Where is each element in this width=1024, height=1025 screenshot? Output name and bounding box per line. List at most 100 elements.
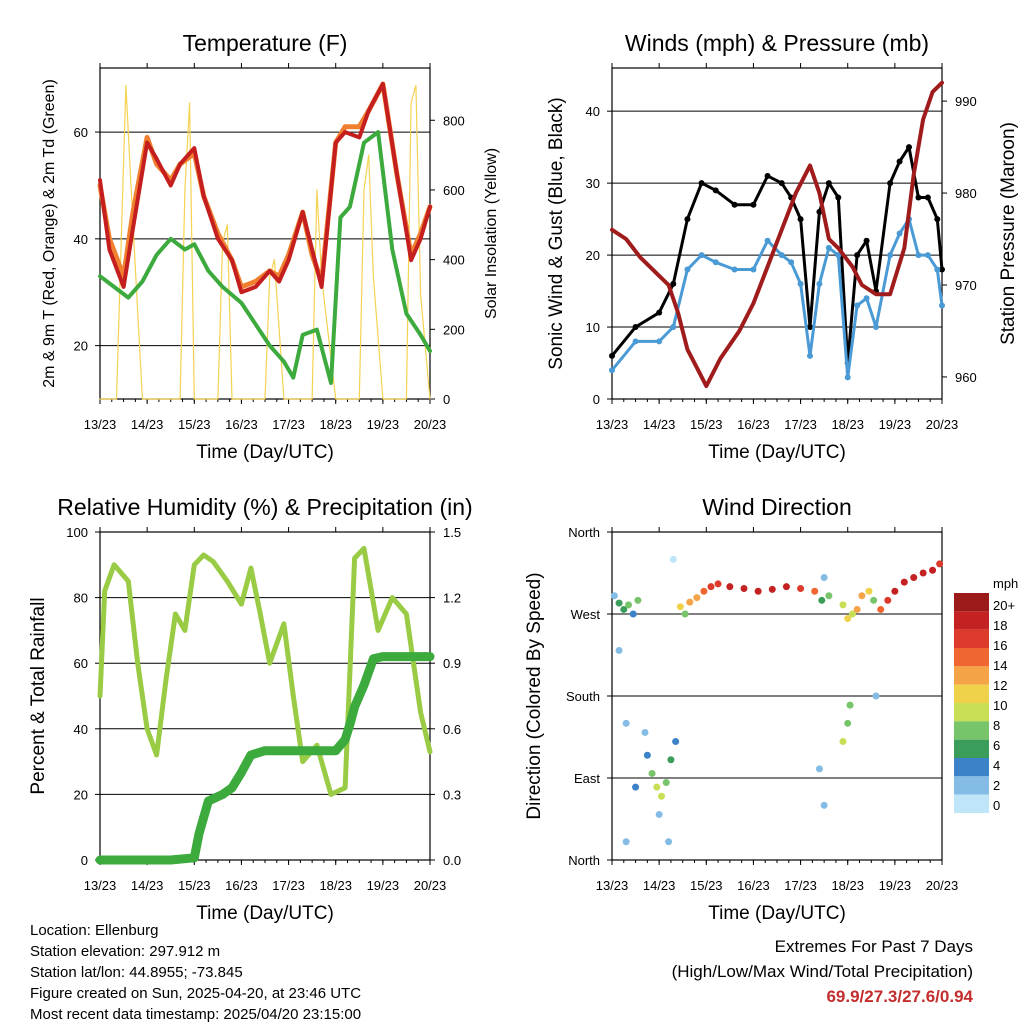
x-tick-label: 17/23	[272, 417, 305, 432]
y-axis-label: 2m & 9m T (Red, Orange) & 2m Td (Green)	[41, 79, 58, 388]
colorbar-title: mph	[993, 576, 1018, 591]
wind-direction-point	[620, 605, 628, 613]
colorbar-swatch	[954, 593, 989, 612]
extremes-title: Extremes For Past 7 Days	[774, 937, 973, 956]
wind-direction-point	[634, 596, 642, 604]
y2-tick-label: 200	[443, 322, 465, 337]
y-tick-label: North	[568, 853, 600, 868]
colorbar-swatch	[954, 721, 989, 740]
wind-direction-point	[681, 610, 689, 618]
colorbar-label: 8	[993, 718, 1000, 733]
y2-axis-label: Solar Insolation (Yellow)	[483, 148, 500, 319]
x-tick-label: 19/23	[879, 878, 912, 893]
x-axis-label: Time (Day/UTC)	[196, 903, 334, 924]
colorbar-label: 14	[993, 658, 1007, 673]
wind-direction-point	[615, 646, 623, 654]
wind-direction-point	[648, 769, 656, 777]
y2-tick-label: 400	[443, 253, 465, 268]
colorbar-swatch	[954, 684, 989, 703]
x-tick-label: 19/23	[879, 417, 912, 432]
x-tick-label: 20/23	[926, 878, 959, 893]
y-tick-label: 60	[74, 656, 88, 671]
colorbar-label: 0	[993, 798, 1000, 813]
x-tick-label: 14/23	[643, 878, 676, 893]
x-axis-label: Time (Day/UTC)	[708, 442, 846, 463]
station-location: Location: Ellenburg	[30, 922, 159, 939]
x-tick-label: 16/23	[737, 878, 770, 893]
y-axis-label: Direction (Colored By Speed)	[524, 572, 545, 819]
wind-direction-point	[848, 610, 856, 618]
gust-trace	[610, 145, 944, 365]
y-tick-label: 40	[74, 722, 88, 737]
y-tick-label: West	[571, 607, 601, 622]
wind-direction-point	[865, 587, 873, 595]
wind-direction-point	[669, 555, 677, 563]
y2-tick-label: 1.2	[443, 591, 461, 606]
x-tick-label: 19/23	[367, 878, 400, 893]
plot-frame	[99, 67, 431, 400]
x-tick-label: 13/23	[596, 417, 629, 432]
rh-line	[97, 545, 433, 797]
wind-direction-point	[641, 728, 649, 736]
y-tick-label: 20	[586, 248, 600, 263]
station-elevation: Station elevation: 297.912 m	[30, 943, 221, 960]
y-tick-label: 0	[593, 392, 600, 407]
wind-direction-point	[910, 574, 918, 582]
plot-frame	[99, 531, 431, 861]
colorbar-swatch	[954, 611, 989, 630]
x-tick-label: 15/23	[178, 417, 211, 432]
colorbar-swatch	[954, 629, 989, 648]
y-tick-label: 100	[66, 525, 88, 540]
extremes-values: 69.9/27.3/27.6/0.94	[826, 987, 973, 1006]
wind-direction-point	[615, 599, 623, 607]
wind-direction-point	[662, 779, 670, 787]
colorbar-label: 20+	[993, 598, 1015, 613]
wind-direction-point	[919, 569, 927, 577]
x-tick-label: 18/23	[319, 417, 352, 432]
y-tick-label: North	[568, 525, 600, 540]
wind-direction-point	[653, 783, 661, 791]
wind-direction-point	[782, 583, 790, 591]
x-tick-label: 20/23	[414, 417, 447, 432]
colorbar-label: 2	[993, 778, 1000, 793]
precip-line	[95, 652, 435, 865]
y-tick-label: 40	[74, 232, 88, 247]
colorbar-swatch	[954, 739, 989, 758]
y2-tick-label: 1.5	[443, 525, 461, 540]
x-tick-label: 16/23	[737, 417, 770, 432]
y2-axis-label: Station Pressure (Maroon)	[998, 122, 1019, 345]
colorbar-label: 16	[993, 638, 1007, 653]
wind-direction-point	[632, 783, 640, 791]
wind-direction-point	[797, 584, 805, 592]
extremes-subtitle: (High/Low/Max Wind/Total Precipitation)	[671, 962, 973, 981]
wind-direction-point	[815, 765, 823, 773]
x-tick-label: 14/23	[131, 878, 164, 893]
colorbar-swatch	[954, 703, 989, 722]
wind-direction-point	[929, 566, 937, 574]
chart-title: Relative Humidity (%) & Precipitation (i…	[57, 494, 472, 520]
x-tick-label: 17/23	[784, 417, 817, 432]
wind-direction-point	[667, 756, 675, 764]
x-tick-label: 15/23	[178, 878, 211, 893]
wind-direction-point	[891, 587, 899, 595]
plot-frame	[611, 67, 943, 400]
chart-title: Wind Direction	[702, 494, 852, 520]
wind-direction-point	[700, 587, 708, 595]
y2-tick-label: 980	[955, 186, 977, 201]
y-tick-label: 30	[586, 176, 600, 191]
colorbar-label: 4	[993, 758, 1000, 773]
y2-tick-label: 0.3	[443, 787, 461, 802]
figure-created: Figure created on Sun, 2025-04-20, at 23…	[30, 985, 362, 1002]
wind-direction-point	[872, 692, 880, 700]
x-tick-label: 13/23	[84, 417, 117, 432]
wind-direction-point	[658, 792, 665, 800]
x-tick-label: 13/23	[84, 878, 117, 893]
wind-direction-point	[820, 574, 828, 582]
y2-tick-label: 960	[955, 370, 977, 385]
wind-direction-point	[686, 598, 694, 606]
wind-direction-point	[900, 578, 908, 586]
x-tick-label: 16/23	[225, 417, 258, 432]
temp-2m-line	[98, 82, 432, 295]
x-tick-label: 13/23	[596, 878, 629, 893]
